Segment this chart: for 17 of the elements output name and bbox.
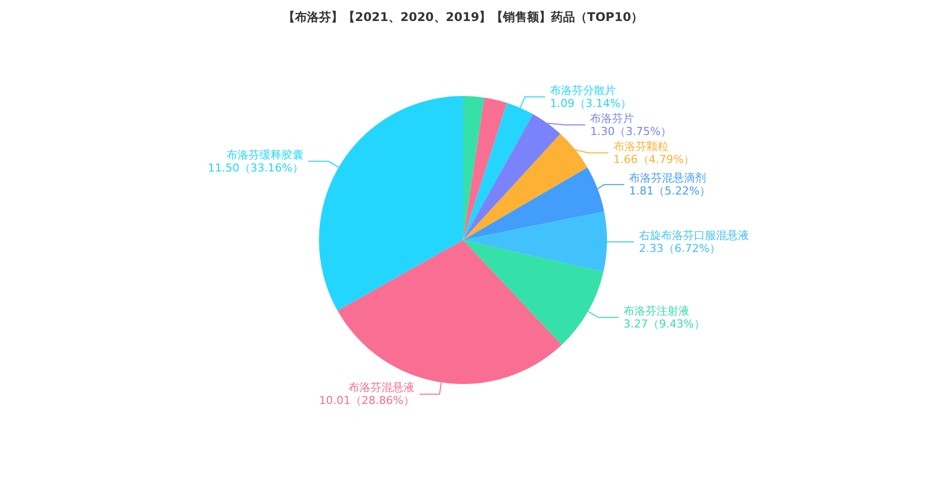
data-label: 10.01（28.86%） — [319, 394, 414, 408]
data-label: 1.09（3.14%） — [550, 96, 632, 110]
data-label: 2.33（6.72%） — [638, 242, 720, 255]
slice-label: 布洛芬颗粒 — [613, 140, 668, 153]
slice-label: 布洛芬混悬液 — [348, 381, 414, 394]
slice-label: 布洛芬缓释胶囊 — [226, 148, 304, 162]
slice-label: 布洛芬片 — [590, 112, 634, 125]
slice-label: 布洛芬注射液 — [623, 304, 690, 318]
slice-label: 布洛芬混悬滴剂 — [629, 172, 706, 185]
data-label: 1.30（3.75%） — [590, 124, 672, 138]
data-label: 1.81（5.22%） — [629, 184, 711, 198]
data-label: 1.66（4.79%） — [613, 152, 695, 166]
chart-title: 【布洛芬】【2021、2020、2019】【销售额】药品（TOP10） — [282, 10, 644, 24]
data-label: 3.27（9.43%） — [623, 317, 705, 330]
data-label: 11.50（33.16%） — [208, 161, 304, 174]
slice-label: 布洛芬分散片 — [550, 84, 616, 97]
slice-label: 右旋布洛芬口服混悬液 — [638, 228, 749, 242]
